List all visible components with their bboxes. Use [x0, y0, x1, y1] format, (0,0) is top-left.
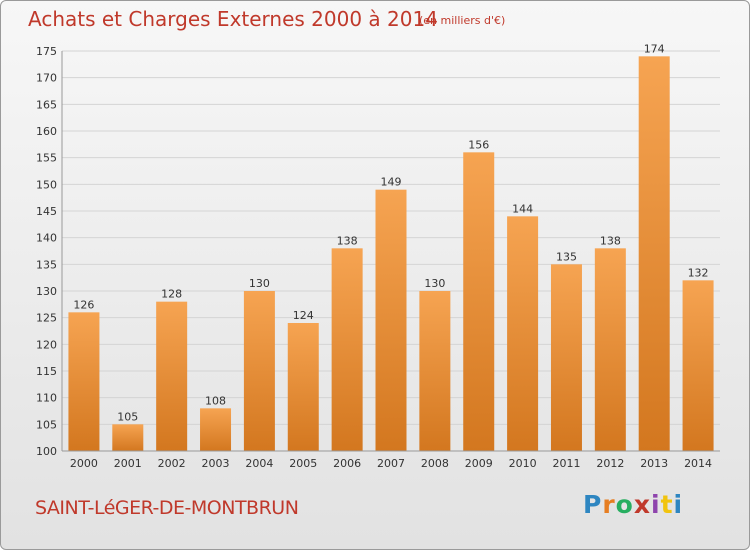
bar[interactable]	[200, 408, 232, 451]
data-label: 130	[249, 277, 270, 290]
logo-letter: r	[602, 490, 616, 519]
data-label: 144	[512, 202, 533, 215]
bar[interactable]	[331, 248, 363, 451]
y-tick-label: 110	[36, 392, 57, 405]
data-label: 105	[117, 410, 138, 423]
y-tick-label: 170	[36, 72, 57, 85]
y-tick-label: 100	[36, 445, 57, 458]
town-name: SAINT-LéGER-DE-MONTBRUN	[35, 497, 299, 519]
bar[interactable]	[594, 248, 626, 451]
x-tick-label: 2005	[289, 457, 317, 470]
logo-letter: i	[673, 490, 684, 519]
y-tick-label: 165	[36, 98, 57, 111]
x-tick-label: 2008	[421, 457, 449, 470]
y-tick-label: 135	[36, 258, 57, 271]
proxiti-logo[interactable]: Proxiti	[583, 490, 683, 519]
x-tick-label: 2003	[202, 457, 230, 470]
bar[interactable]	[550, 264, 582, 451]
y-tick-label: 105	[36, 418, 57, 431]
x-tick-label: 2004	[245, 457, 273, 470]
chart-title: Achats et Charges Externes 2000 à 2014	[28, 7, 438, 31]
bar[interactable]	[68, 312, 100, 451]
logo-letter: x	[633, 490, 651, 519]
data-label: 132	[688, 266, 709, 279]
data-label: 138	[600, 234, 621, 247]
x-tick-label: 2006	[333, 457, 361, 470]
y-tick-label: 125	[36, 312, 57, 325]
bar[interactable]	[112, 424, 144, 451]
x-tick-label: 2011	[552, 457, 580, 470]
data-label: 128	[161, 288, 182, 301]
x-tick-label: 2000	[70, 457, 98, 470]
y-tick-label: 160	[36, 125, 57, 138]
y-tick-label: 140	[36, 232, 57, 245]
logo-letter: P	[583, 490, 603, 519]
bars: 126 105 128 108 130 124 138 149 130 156 144 135 138 1…	[68, 42, 714, 452]
data-label: 135	[556, 250, 577, 263]
x-tick-label: 2002	[158, 457, 186, 470]
data-label: 138	[337, 234, 358, 247]
bar[interactable]	[375, 189, 407, 451]
logo-letter: i	[651, 490, 661, 519]
data-label: 108	[205, 394, 226, 407]
data-label: 156	[468, 138, 489, 151]
chart-subtitle: (en milliers d'€)	[419, 14, 506, 27]
y-tick-label: 175	[36, 45, 57, 58]
logo-letter: o	[615, 490, 634, 519]
y-tick-label: 115	[36, 365, 57, 378]
x-tick-label: 2009	[465, 457, 493, 470]
data-label: 124	[293, 309, 314, 322]
x-tick-label: 2012	[596, 457, 624, 470]
bar[interactable]	[638, 56, 670, 451]
bar[interactable]	[156, 301, 188, 451]
data-label: 126	[73, 298, 94, 311]
data-label: 130	[424, 277, 445, 290]
y-tick-label: 120	[36, 338, 57, 351]
x-tick-label: 2010	[509, 457, 537, 470]
x-tick-label: 2014	[684, 457, 712, 470]
x-tick-label: 2001	[114, 457, 142, 470]
data-label: 174	[644, 42, 665, 55]
data-label: 149	[381, 176, 402, 189]
logo-letter: t	[660, 490, 674, 519]
bar[interactable]	[507, 216, 539, 451]
bar[interactable]	[419, 291, 451, 451]
y-tick-label: 130	[36, 285, 57, 298]
y-tick-label: 155	[36, 152, 57, 165]
bar[interactable]	[287, 323, 319, 451]
bar[interactable]	[463, 152, 495, 452]
y-tick-label: 145	[36, 205, 57, 218]
axes: 100 105 110 115 120 125 130 135 140 145 150 155 160 1…	[36, 45, 720, 470]
bar[interactable]	[682, 280, 714, 451]
bar[interactable]	[243, 291, 275, 451]
x-tick-label: 2007	[377, 457, 405, 470]
y-tick-label: 150	[36, 178, 57, 191]
x-tick-label: 2013	[640, 457, 668, 470]
